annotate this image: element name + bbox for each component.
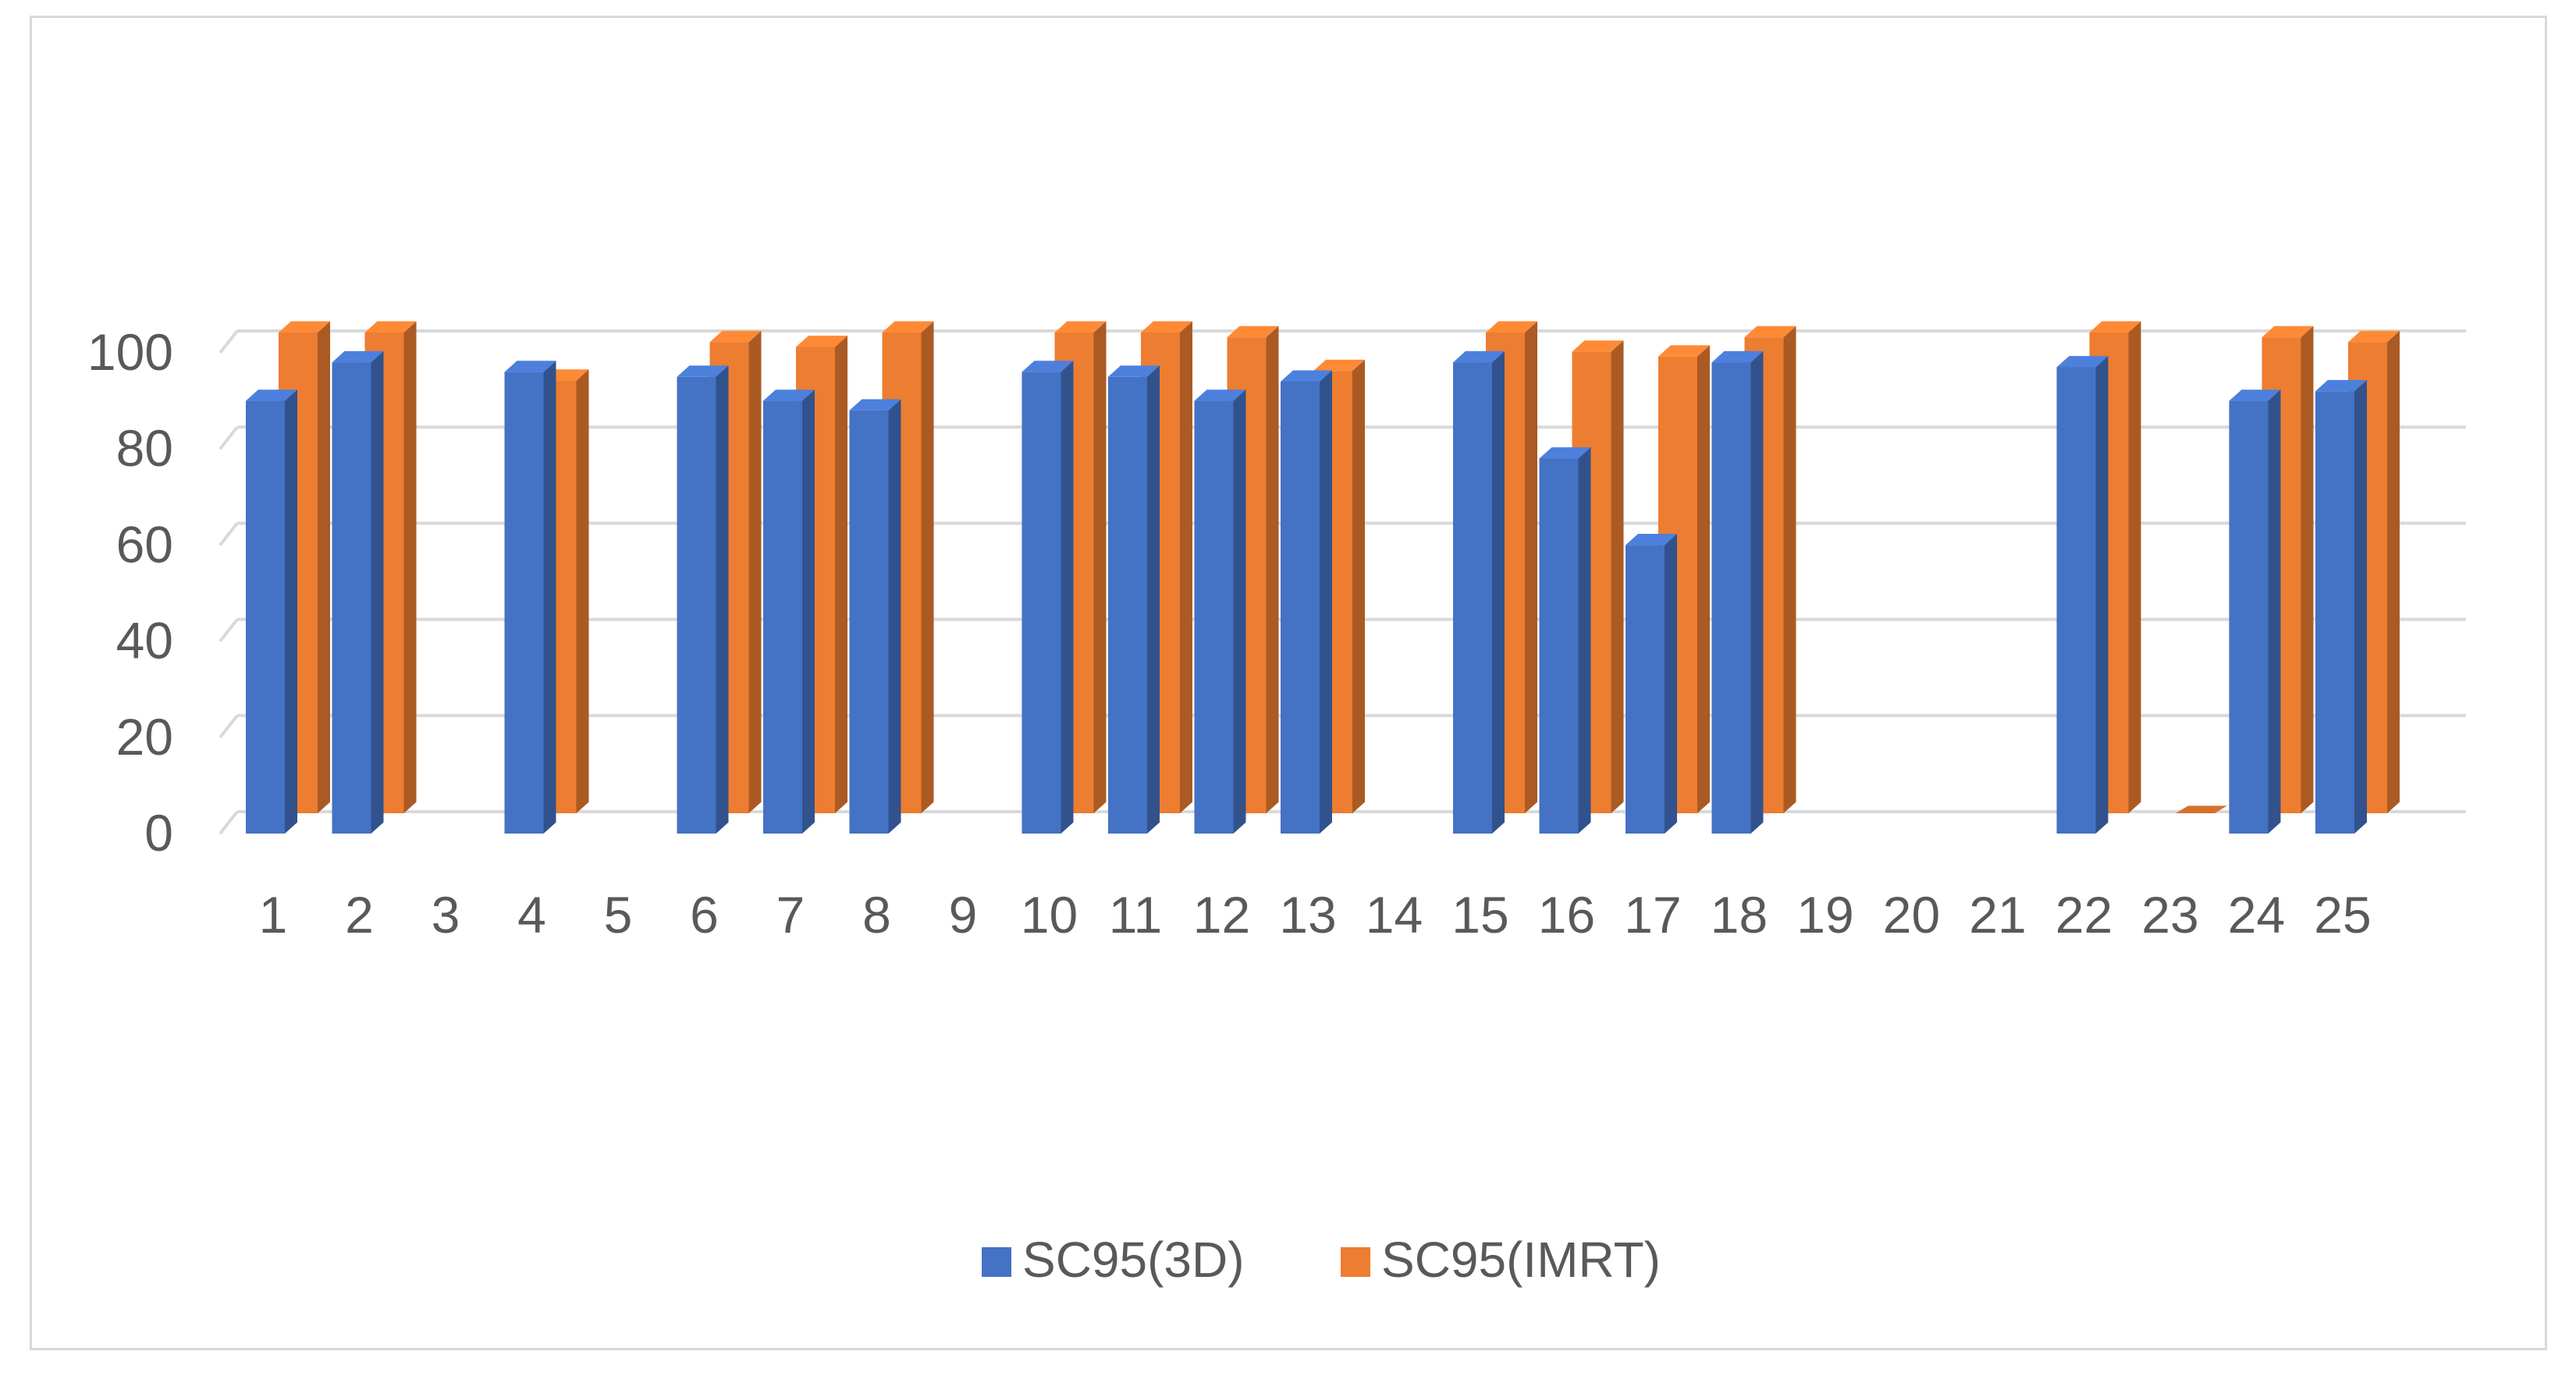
legend-label: SC95(IMRT) — [1381, 1232, 1661, 1288]
bar-3d-16 — [1539, 447, 1591, 834]
x-tick-label-7: 7 — [776, 886, 805, 944]
x-tick-label-14: 14 — [1366, 886, 1423, 944]
x-tick-label-10: 10 — [1021, 886, 1078, 944]
x-tick-label-2: 2 — [345, 886, 374, 944]
gridline-side-100 — [219, 329, 239, 354]
legend-swatch — [982, 1247, 1011, 1277]
bar-imrt-11 — [1141, 321, 1192, 814]
x-tick-label-25: 25 — [2314, 886, 2371, 944]
x-tick-label-16: 16 — [1538, 886, 1595, 944]
bar-3d-18 — [1711, 350, 1764, 834]
bar-3d-11 — [1108, 365, 1160, 834]
bar-3d-6 — [677, 365, 729, 834]
y-tick-label-40: 40 — [116, 612, 173, 670]
x-tick-label-6: 6 — [690, 886, 719, 944]
bar-3d-25 — [2315, 379, 2367, 834]
x-tick-label-3: 3 — [432, 886, 460, 944]
x-tick-label-9: 9 — [949, 886, 978, 944]
x-tick-label-18: 18 — [1711, 886, 1768, 944]
gridline-side-60 — [219, 522, 239, 546]
legend-swatch — [1341, 1247, 1370, 1277]
bar-3d-22 — [2056, 356, 2109, 834]
bar-3d-13 — [1281, 370, 1332, 834]
bar-3d-4 — [504, 361, 556, 834]
x-tick-label-4: 4 — [517, 886, 546, 944]
x-tick-label-22: 22 — [2055, 886, 2112, 944]
x-tick-label-5: 5 — [604, 886, 633, 944]
bar-3d-8 — [849, 399, 901, 834]
bar-3d-24 — [2229, 389, 2281, 834]
bar-3d-15 — [1453, 350, 1505, 834]
x-tick-label-20: 20 — [1883, 886, 1940, 944]
bar-3d-2 — [332, 350, 384, 834]
y-axis-ticks: 0 20 40 60 80 100 — [87, 323, 173, 862]
legend-item-imrt[interactable]: SC95(IMRT) — [1341, 1232, 1661, 1288]
x-tick-label-13: 13 — [1279, 886, 1336, 944]
bar-3d-17 — [1626, 534, 1677, 834]
x-tick-label-1: 1 — [259, 886, 288, 944]
legend[interactable]: SC95(3D) SC95(IMRT) — [982, 1232, 1661, 1288]
x-tick-label-19: 19 — [1796, 886, 1853, 944]
y-tick-label-80: 80 — [116, 419, 173, 477]
legend-label: SC95(3D) — [1022, 1232, 1245, 1288]
x-tick-label-11: 11 — [1109, 886, 1163, 944]
bar-3d-7 — [763, 389, 815, 834]
y-tick-label-0: 0 — [144, 804, 173, 862]
x-tick-label-12: 12 — [1193, 886, 1250, 944]
gridline-side-40 — [219, 618, 239, 642]
bar-3d-1 — [246, 389, 297, 834]
x-tick-label-17: 17 — [1624, 886, 1681, 944]
bars — [246, 321, 2400, 834]
x-axis-ticks: 1 2 3 4 5 6 7 8 9 10 11 12 13 14 15 16 17 18 19 20 21 22 23 24 2… — [259, 886, 2372, 944]
legend-item-3d[interactable]: SC95(3D) — [982, 1232, 1245, 1288]
gridline-side-20 — [219, 714, 239, 739]
x-tick-label-15: 15 — [1451, 886, 1508, 944]
gridline-side-80 — [219, 425, 239, 450]
y-tick-label-60: 60 — [116, 515, 173, 573]
y-tick-label-20: 20 — [116, 708, 173, 766]
y-tick-label-100: 100 — [87, 323, 173, 381]
bar-3d-10 — [1022, 361, 1074, 834]
x-tick-label-23: 23 — [2141, 886, 2198, 944]
bar-imrt-23 — [2176, 805, 2227, 813]
x-tick-label-21: 21 — [1969, 886, 2026, 944]
bar-3d-12 — [1194, 389, 1246, 834]
x-tick-label-24: 24 — [2228, 886, 2285, 944]
x-tick-label-8: 8 — [862, 886, 891, 944]
gridline-side-0 — [219, 810, 239, 835]
